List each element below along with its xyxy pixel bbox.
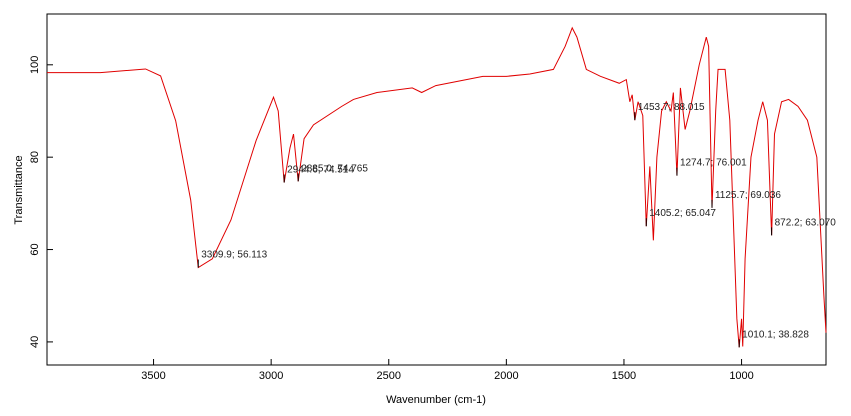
peak-label: 2885.0; 74.765 xyxy=(301,163,368,174)
x-tick-label: 2500 xyxy=(377,370,401,382)
x-tick-label: 1000 xyxy=(729,370,753,382)
x-tick-label: 3000 xyxy=(259,370,283,382)
y-tick-label: 40 xyxy=(29,336,41,348)
peak-label: 1010.1; 38.828 xyxy=(742,329,809,340)
y-tick-label: 100 xyxy=(29,56,41,74)
x-axis-label: Wavenumber (cm-1) xyxy=(386,394,486,406)
peak-label: 1453.7; 88.015 xyxy=(638,102,705,113)
y-tick-label: 60 xyxy=(29,243,41,255)
x-tick-label: 3500 xyxy=(141,370,165,382)
peak-label: 3309.9; 56.113 xyxy=(201,249,267,260)
peak-label: 1125.7; 69.036 xyxy=(715,190,781,201)
x-tick-label: 1500 xyxy=(612,370,636,382)
x-tick-label: 2000 xyxy=(494,370,518,382)
peak-label: 1274.7; 76.001 xyxy=(680,158,747,169)
peak-label: 1405.2; 65.047 xyxy=(649,208,716,219)
y-axis-label: Transmittance xyxy=(13,155,25,224)
spectrum-line xyxy=(47,26,827,348)
y-tick-label: 80 xyxy=(29,151,41,163)
plot-frame xyxy=(46,13,827,366)
peak-label: 872.2; 63.070 xyxy=(775,217,837,228)
peak-label: 2944.6; 74.514 xyxy=(287,165,354,176)
